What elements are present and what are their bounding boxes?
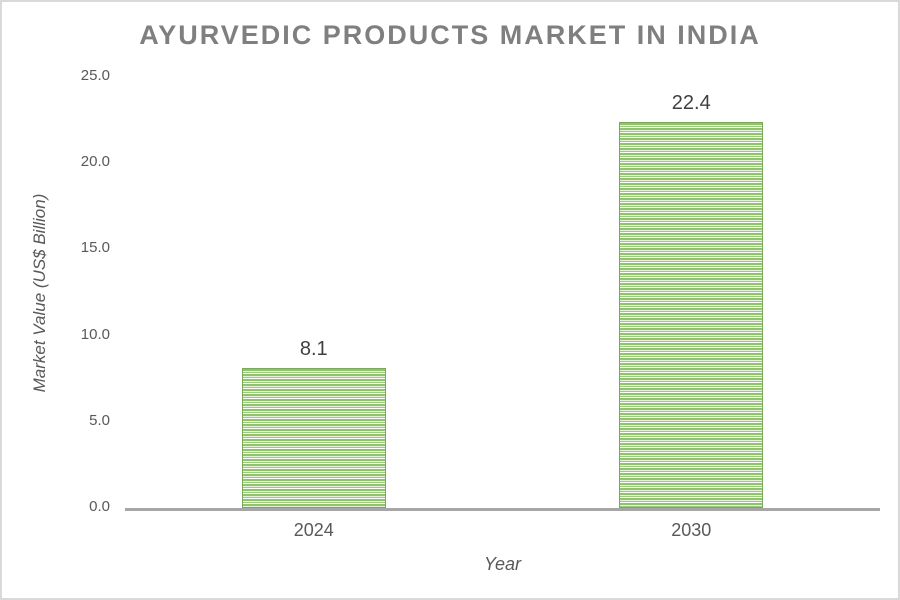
bar-value-label: 22.4 [671, 91, 711, 114]
y-tick-label: 0.0 [89, 498, 110, 515]
bars-container: 8.1 22.4 [125, 77, 880, 508]
y-axis-ticks: 0.0 5.0 10.0 15.0 20.0 25.0 [62, 67, 110, 515]
y-tick-label: 10.0 [80, 325, 110, 343]
bar [619, 121, 764, 508]
bar-group: 8.1 [125, 77, 503, 508]
x-tick-label: 2024 [293, 520, 334, 540]
y-tick-label: 20.0 [80, 153, 110, 171]
y-tick-label: 25.0 [80, 67, 110, 84]
y-tick-label: 15.0 [80, 239, 110, 257]
bar-group: 22.4 [503, 77, 881, 508]
y-tick-label: 5.0 [89, 411, 110, 429]
x-tick-label: 2030 [671, 520, 712, 540]
bar-value-label: 8.1 [299, 338, 328, 361]
x-axis-title: Year [483, 554, 522, 574]
bar [241, 368, 386, 508]
chart-title: AYURVEDIC PRODUCTS MARKET IN INDIA [139, 20, 761, 50]
plot-area: 0.0 5.0 10.0 15.0 20.0 25.0 Market Value (US$… [30, 67, 880, 574]
y-axis-title: Market Value (US$ Billion) [30, 193, 49, 392]
x-axis-ticks: 2024 2030 [125, 520, 880, 541]
